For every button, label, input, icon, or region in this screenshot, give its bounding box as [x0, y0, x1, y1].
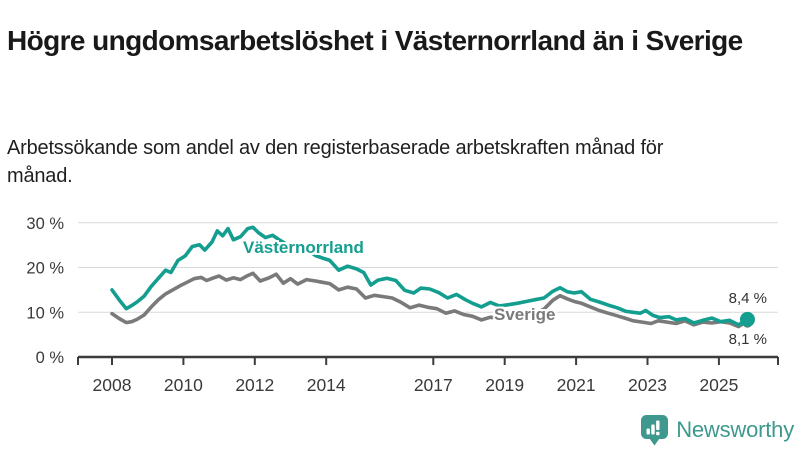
y-tick-label: 30 % [26, 215, 64, 233]
x-tick-label: 2017 [414, 375, 453, 395]
x-tick-label: 2008 [93, 375, 132, 395]
series-line-sverige [110, 271, 750, 329]
brand-footer: Newsworthy [640, 414, 794, 446]
series-label-sverige: Sverige [494, 305, 556, 324]
y-tick-label: 0 % [36, 349, 65, 367]
brand-name: Newsworthy [676, 417, 794, 442]
page-title: Högre ungdomsarbetslöshet i Västernorrla… [7, 24, 743, 56]
series-label-vasternorrland: Västernorrland [243, 238, 364, 257]
x-tick-label: 2010 [164, 375, 203, 395]
chart-subtitle: Arbetssökande som andel av den registerb… [7, 137, 664, 188]
logo-bubble-tail [649, 438, 660, 446]
logo-bar-tall [651, 424, 655, 435]
x-tick-label: 2023 [628, 375, 667, 395]
series-line-västernorrland [110, 225, 750, 327]
logo-exclamation-bar [656, 420, 660, 430]
end-value-vasternorrland: 8,4 % [728, 290, 767, 307]
x-tick-label: 2025 [699, 375, 738, 395]
x-tick-label: 2019 [485, 375, 524, 395]
logo-bar-small [646, 428, 651, 435]
y-tick-label: 20 % [26, 260, 64, 278]
x-tick-label: 2012 [235, 375, 274, 395]
end-value-sverige: 8,1 % [728, 331, 767, 348]
y-tick-label: 10 % [26, 304, 64, 322]
x-tick-label: 2014 [307, 375, 346, 395]
end-dot-vasternorrland [739, 311, 755, 327]
newsworthy-logo-icon [641, 415, 669, 446]
logo-exclamation-dot [656, 431, 660, 436]
x-tick-label: 2021 [557, 375, 596, 395]
